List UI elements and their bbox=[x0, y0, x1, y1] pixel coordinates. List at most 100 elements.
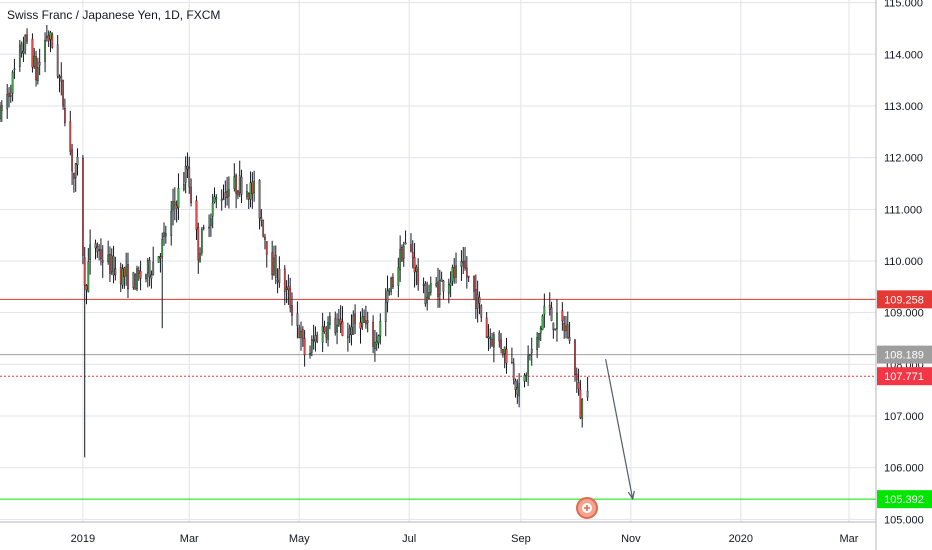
candle-body bbox=[73, 172, 75, 179]
candle-body bbox=[208, 226, 210, 229]
candle-body bbox=[69, 121, 72, 152]
x-tick-label: 2020 bbox=[729, 533, 753, 545]
candle-body bbox=[529, 353, 531, 356]
candle-body bbox=[226, 190, 228, 199]
candle-body bbox=[173, 201, 176, 206]
candle-body bbox=[502, 349, 504, 355]
horizontal-levels[interactable] bbox=[0, 298, 876, 500]
candle-body bbox=[411, 251, 414, 259]
candle-body bbox=[222, 198, 225, 200]
candle-body bbox=[64, 107, 66, 123]
candle-body bbox=[554, 328, 557, 331]
candle-body bbox=[213, 196, 216, 203]
candle-body bbox=[287, 286, 290, 291]
candle-body bbox=[0, 106, 1, 120]
candle-body bbox=[157, 256, 160, 263]
candle-body bbox=[121, 268, 124, 286]
candle-body bbox=[352, 314, 355, 335]
candle-body bbox=[60, 75, 63, 82]
candle-body bbox=[283, 268, 286, 292]
candle-body bbox=[101, 260, 104, 263]
candle-body bbox=[574, 339, 576, 376]
candle-body bbox=[447, 284, 450, 294]
candle-body bbox=[35, 56, 37, 81]
candle-body bbox=[500, 339, 502, 349]
candle-body bbox=[76, 156, 79, 166]
arrow-head bbox=[627, 490, 635, 501]
candle-body bbox=[89, 244, 92, 261]
candle-body bbox=[581, 399, 584, 419]
candle-body bbox=[175, 205, 178, 209]
candle-body bbox=[327, 322, 329, 340]
candle-body bbox=[438, 280, 441, 295]
candle-body bbox=[361, 316, 364, 327]
tradingview-logo bbox=[576, 497, 598, 519]
candle-body bbox=[110, 255, 113, 273]
y-tick-label: 111.000 bbox=[884, 204, 922, 216]
candle-body bbox=[366, 320, 369, 323]
candle-body bbox=[325, 333, 328, 338]
price-axis[interactable]: 105.000106.000107.000108.000109.000110.0… bbox=[875, 0, 924, 550]
candle-body bbox=[568, 337, 571, 341]
candle-body bbox=[87, 261, 90, 293]
candle-body bbox=[260, 217, 263, 221]
price-label-bg bbox=[877, 290, 932, 309]
candle-body bbox=[516, 387, 519, 395]
candle-body bbox=[480, 305, 483, 318]
candle-body bbox=[247, 193, 250, 200]
candle-body bbox=[316, 334, 319, 342]
candle-body bbox=[314, 335, 317, 342]
candle-body bbox=[18, 45, 21, 67]
candle-body bbox=[377, 335, 380, 343]
candle-body bbox=[188, 167, 191, 188]
candle-body bbox=[22, 51, 25, 54]
candle-body bbox=[289, 288, 292, 308]
x-tick-label: Mar bbox=[839, 533, 858, 545]
candle-body bbox=[392, 277, 394, 288]
candle-body bbox=[301, 329, 304, 339]
candle-body bbox=[45, 35, 48, 39]
time-axis[interactable]: 2019 Mar May Jul Sep Nov 2020 Mar bbox=[0, 521, 876, 545]
candle-body bbox=[31, 38, 34, 68]
candle-body bbox=[134, 274, 137, 290]
candle-body bbox=[455, 265, 457, 278]
candle-body bbox=[334, 318, 337, 333]
candle-body bbox=[107, 254, 110, 262]
candlestick-series bbox=[0, 25, 589, 458]
candle-body bbox=[478, 296, 481, 304]
candle-body bbox=[577, 381, 580, 390]
candle-body bbox=[6, 94, 9, 110]
candle-body bbox=[164, 233, 167, 237]
candle-body bbox=[172, 201, 174, 211]
projection-arrow[interactable] bbox=[605, 359, 635, 501]
candle-body bbox=[47, 35, 50, 42]
candle-body bbox=[137, 270, 140, 274]
candle-body bbox=[337, 319, 340, 326]
candle-body bbox=[464, 260, 466, 269]
candle-body bbox=[36, 67, 39, 82]
candle-body bbox=[240, 176, 243, 195]
arrow-shaft[interactable] bbox=[605, 359, 634, 499]
candle-body bbox=[11, 71, 14, 94]
candle-body bbox=[491, 338, 493, 347]
candle-body bbox=[462, 261, 465, 264]
price-label-bg bbox=[877, 345, 932, 364]
candle-body bbox=[20, 43, 23, 54]
candle-body bbox=[24, 34, 27, 51]
candle-body bbox=[82, 158, 84, 256]
candle-body bbox=[410, 244, 412, 252]
candle-body bbox=[525, 374, 528, 376]
price-label-bg bbox=[877, 490, 932, 509]
candle-body bbox=[74, 163, 77, 179]
candle-body bbox=[224, 192, 227, 198]
candle-body bbox=[527, 355, 530, 374]
candle-body bbox=[336, 324, 338, 333]
candle-body bbox=[159, 256, 162, 259]
candle-body bbox=[530, 348, 533, 354]
candle-body bbox=[401, 247, 403, 262]
y-tick-label: 107.000 bbox=[884, 411, 924, 423]
candle-body bbox=[96, 245, 99, 252]
candle-body bbox=[145, 274, 147, 280]
candle-body bbox=[365, 320, 367, 325]
